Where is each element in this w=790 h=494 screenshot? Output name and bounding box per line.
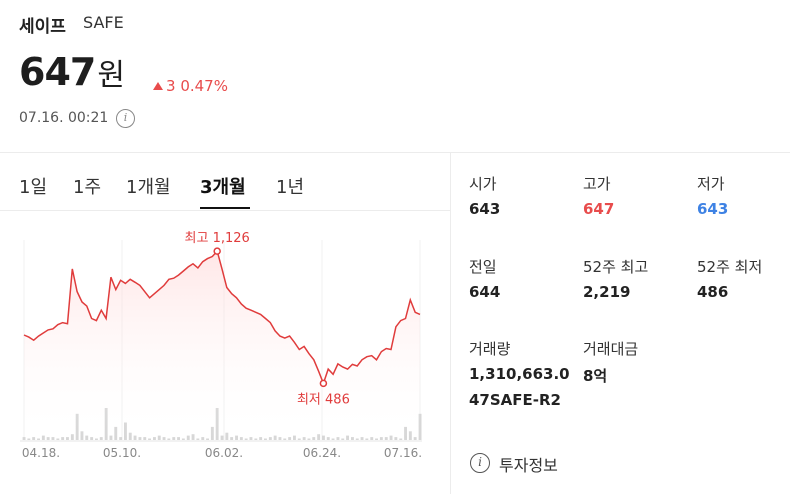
period-tabs: 1일 1주 1개월 3개월 1년 bbox=[0, 153, 450, 211]
price-area bbox=[24, 251, 420, 440]
tab-1week[interactable]: 1주 bbox=[73, 177, 102, 198]
open-value: 643 bbox=[469, 200, 501, 218]
info-icon: i bbox=[470, 453, 490, 473]
stats-panel: 시가 643 고가 647 저가 643 전일 644 52주 최고 2,219… bbox=[451, 153, 790, 494]
volume-label: 거래량 bbox=[469, 340, 511, 358]
high-label: 최고 1,126 bbox=[185, 231, 250, 246]
x-tick-label: 06.24. bbox=[303, 446, 341, 460]
price-unit: 원 bbox=[97, 58, 125, 93]
low-label: 저가 bbox=[697, 175, 725, 193]
x-tick-label: 04.18. bbox=[22, 446, 60, 460]
price-value: 647 bbox=[19, 50, 96, 94]
low-marker bbox=[319, 379, 328, 388]
x-tick-label: 06.02. bbox=[205, 446, 243, 460]
trade-amount-label: 거래대금 bbox=[583, 340, 639, 358]
tab-1day[interactable]: 1일 bbox=[19, 177, 48, 198]
current-price: 647원 bbox=[19, 50, 125, 94]
low-label: 최저 486 bbox=[297, 392, 350, 407]
price-line bbox=[23, 249, 421, 386]
volume-value: 1,310,663.0 bbox=[469, 365, 570, 383]
timestamp: 07.16. 00:21 bbox=[19, 110, 109, 126]
tab-1year[interactable]: 1년 bbox=[276, 177, 305, 198]
divider bbox=[450, 153, 451, 494]
low52-label: 52주 최저 bbox=[697, 258, 763, 276]
open-label: 시가 bbox=[469, 175, 497, 193]
volume-value-unit: 47SAFE-R2 bbox=[469, 391, 561, 409]
high52-value: 2,219 bbox=[583, 283, 631, 301]
high-marker bbox=[213, 247, 221, 255]
price-change: 3 0.47% bbox=[153, 77, 228, 95]
low-value: 643 bbox=[697, 200, 729, 218]
change-percent: 0.47% bbox=[180, 77, 228, 95]
coin-symbol: SAFE bbox=[83, 13, 124, 32]
divider bbox=[0, 152, 790, 153]
prev-close-label: 전일 bbox=[469, 258, 497, 276]
trade-amount-value: 8억 bbox=[583, 367, 608, 385]
active-tab-indicator bbox=[200, 207, 250, 209]
up-triangle-icon bbox=[153, 82, 163, 90]
change-value: 3 bbox=[166, 77, 176, 95]
price-chart[interactable]: 최고 1,126 최저 486 04.18. 05.10. 06.02. 06.24. 0… bbox=[0, 212, 450, 494]
prev-close-value: 644 bbox=[469, 283, 501, 301]
x-tick-label: 05.10. bbox=[103, 446, 141, 460]
coin-name: 세이프 bbox=[19, 17, 66, 37]
low52-value: 486 bbox=[697, 283, 729, 301]
tab-3month[interactable]: 3개월 bbox=[200, 177, 246, 198]
price-chart-svg[interactable]: 최고 1,126 최저 486 04.18. 05.10. 06.02. 06.24. 0… bbox=[0, 212, 450, 494]
high52-label: 52주 최고 bbox=[583, 258, 649, 276]
high-label: 고가 bbox=[583, 175, 611, 193]
info-icon[interactable]: i bbox=[116, 109, 135, 128]
high-value: 647 bbox=[583, 200, 615, 218]
coin-header: 세이프 SAFE 647원 3 0.47% 07.16. 00:21 i bbox=[0, 0, 790, 152]
x-tick-label: 07.16. bbox=[384, 446, 422, 460]
tab-1month[interactable]: 1개월 bbox=[126, 177, 171, 198]
volume-bar bbox=[418, 413, 422, 440]
invest-info-label: 투자정보 bbox=[499, 456, 558, 475]
